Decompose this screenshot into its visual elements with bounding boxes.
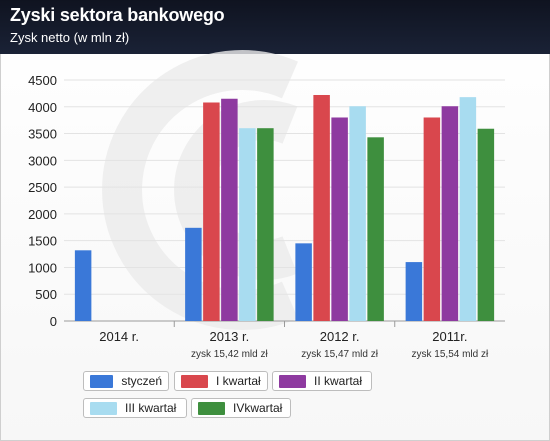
- y-tick-label: 4500: [28, 73, 57, 88]
- y-tick-label: 1500: [28, 234, 57, 249]
- category-note: zysk 15,54 mld zł: [412, 349, 489, 360]
- bar: [405, 262, 423, 321]
- bar: [257, 128, 274, 321]
- bar: [441, 106, 459, 322]
- bar: [295, 243, 312, 321]
- bar: [331, 117, 348, 321]
- y-tick-label: 4000: [28, 100, 57, 115]
- bar: [477, 128, 495, 321]
- bar: [423, 117, 441, 321]
- bar: [74, 250, 92, 321]
- bar: [367, 137, 384, 321]
- bar: [239, 128, 256, 321]
- x-tick-label: 2012 r.: [320, 329, 360, 344]
- bar: [313, 94, 330, 322]
- x-tick-label: 2011r.: [432, 329, 467, 344]
- y-tick-label: 3000: [28, 153, 57, 168]
- y-tick-label: 3500: [28, 127, 57, 142]
- y-tick-label: 500: [35, 287, 57, 302]
- x-tick-label: 2013 r.: [209, 329, 249, 344]
- chart-header: Zyski sektora bankowego Zysk netto (w ml…: [0, 0, 550, 54]
- y-tick-label: 2000: [28, 207, 57, 222]
- y-tick-label: 1000: [28, 260, 57, 275]
- bar: [185, 227, 202, 321]
- category-note: zysk 15,42 mld zł: [191, 349, 268, 360]
- bar: [459, 97, 477, 321]
- bar: [349, 106, 366, 322]
- chart-title: Zyski sektora bankowego: [10, 5, 225, 25]
- y-tick-label: 2500: [28, 180, 57, 195]
- chart-subtitle: Zysk netto (w mln zł): [10, 30, 130, 45]
- y-tick-label: 0: [50, 314, 57, 329]
- bar: [203, 102, 220, 321]
- bar: [221, 98, 238, 321]
- category-note: zysk 15,47 mld zł: [301, 349, 378, 360]
- x-tick-label: 2014 r.: [99, 329, 139, 344]
